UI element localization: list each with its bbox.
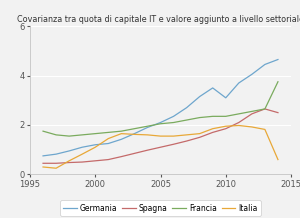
Legend: Germania, Spagna, Francia, Italia: Germania, Spagna, Francia, Italia [60,201,261,216]
Spagna [159,146,162,148]
Italia [237,124,241,127]
Francia [172,121,175,124]
Italia [224,125,228,128]
Francia [211,115,214,118]
Line: Germania: Germania [43,60,278,156]
Francia [106,131,110,134]
Spagna [146,149,149,152]
Spagna [224,127,228,130]
Spagna [276,111,280,114]
Line: Italia: Italia [43,126,278,168]
Germania [185,106,188,109]
Italia [120,132,123,135]
Germania [146,126,149,129]
Italia [159,135,162,137]
Germania [120,138,123,141]
Spagna [68,161,71,164]
Germania [263,63,267,66]
Germania [276,58,280,61]
Line: Spagna: Spagna [43,109,278,163]
Spagna [250,112,254,115]
Francia [94,132,97,135]
Title: Covarianza tra quota di capitale IT e valore aggiunto a livello settoriale: Covarianza tra quota di capitale IT e va… [17,15,300,24]
Spagna [120,155,123,158]
Line: Francia: Francia [43,82,278,136]
Spagna [263,108,267,110]
Germania [250,73,254,76]
Francia [54,134,58,136]
Italia [80,153,84,155]
Spagna [198,136,202,139]
Francia [68,135,71,137]
Francia [185,119,188,121]
Italia [263,128,267,131]
Germania [41,155,45,157]
Spagna [80,161,84,163]
Italia [276,158,280,161]
Spagna [211,131,214,134]
Francia [120,130,123,133]
Francia [224,115,228,118]
Spagna [133,152,136,155]
Italia [250,126,254,128]
Francia [41,130,45,133]
Italia [41,166,45,168]
Italia [146,134,149,136]
Francia [133,127,136,130]
Spagna [185,140,188,142]
Francia [276,80,280,83]
Germania [172,115,175,118]
Germania [159,121,162,124]
Germania [68,150,71,152]
Spagna [94,160,97,162]
Germania [211,87,214,89]
Germania [237,82,241,84]
Francia [159,123,162,125]
Spagna [54,162,58,165]
Italia [172,135,175,137]
Germania [224,97,228,99]
Francia [146,125,149,128]
Italia [211,127,214,130]
Italia [68,160,71,162]
Italia [185,134,188,136]
Spagna [172,143,175,146]
Francia [263,108,267,110]
Germania [106,142,110,145]
Spagna [41,162,45,165]
Italia [106,137,110,140]
Italia [94,146,97,148]
Francia [198,116,202,119]
Spagna [106,158,110,161]
Germania [54,153,58,155]
Francia [237,112,241,115]
Germania [80,146,84,148]
Germania [133,132,136,135]
Italia [198,132,202,135]
Italia [54,167,58,170]
Francia [80,134,84,136]
Francia [250,110,254,113]
Germania [198,95,202,98]
Germania [94,143,97,146]
Spagna [237,121,241,124]
Italia [133,133,136,136]
